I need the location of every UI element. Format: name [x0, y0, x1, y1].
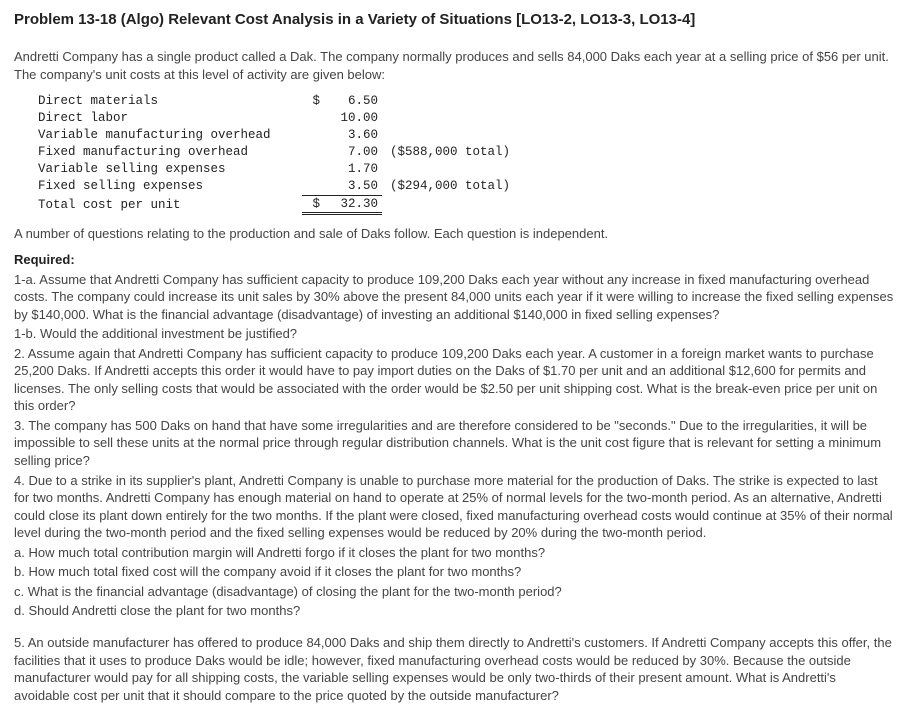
cost-label: Direct labor [34, 110, 302, 127]
cost-note [382, 93, 514, 110]
cost-note [382, 127, 514, 144]
question-4: 4. Due to a strike in its supplier's pla… [14, 472, 895, 542]
table-row: Direct materials $ 6.50 [34, 93, 514, 110]
cost-amount: 7.00 [324, 144, 382, 161]
dollar-sign [302, 110, 324, 127]
cost-note [382, 161, 514, 178]
cost-note: ($588,000 total) [382, 144, 514, 161]
total-label: Total cost per unit [34, 195, 302, 214]
dollar-sign: $ [302, 195, 324, 214]
required-label: Required: [14, 251, 895, 269]
table-row: Direct labor 10.00 [34, 110, 514, 127]
question-4c: c. What is the financial advantage (disa… [14, 583, 895, 601]
dollar-sign [302, 127, 324, 144]
cost-amount: 10.00 [324, 110, 382, 127]
table-row: Variable selling expenses 1.70 [34, 161, 514, 178]
table-row: Fixed selling expenses 3.50 ($294,000 to… [34, 178, 514, 195]
question-1b: 1-b. Would the additional investment be … [14, 325, 895, 343]
dollar-sign [302, 161, 324, 178]
cost-amount: 3.50 [324, 178, 382, 195]
table-row: Fixed manufacturing overhead 7.00 ($588,… [34, 144, 514, 161]
question-5: 5. An outside manufacturer has offered t… [14, 634, 895, 704]
question-4a: a. How much total contribution margin wi… [14, 544, 895, 562]
total-amount: 32.30 [324, 195, 382, 214]
table-total-row: Total cost per unit $ 32.30 [34, 195, 514, 214]
followup-text: A number of questions relating to the pr… [14, 225, 895, 243]
cost-amount: 3.60 [324, 127, 382, 144]
table-row: Variable manufacturing overhead 3.60 [34, 127, 514, 144]
question-1a: 1-a. Assume that Andretti Company has su… [14, 271, 895, 324]
intro-text: Andretti Company has a single product ca… [14, 48, 895, 83]
cost-label: Variable manufacturing overhead [34, 127, 302, 144]
cost-label: Fixed selling expenses [34, 178, 302, 195]
cost-label: Direct materials [34, 93, 302, 110]
dollar-sign: $ [302, 93, 324, 110]
unit-cost-table: Direct materials $ 6.50 Direct labor 10.… [34, 93, 514, 215]
question-4d: d. Should Andretti close the plant for t… [14, 602, 895, 620]
cost-label: Fixed manufacturing overhead [34, 144, 302, 161]
dollar-sign [302, 178, 324, 195]
cost-note: ($294,000 total) [382, 178, 514, 195]
question-2: 2. Assume again that Andretti Company ha… [14, 345, 895, 415]
cost-amount: 1.70 [324, 161, 382, 178]
dollar-sign [302, 144, 324, 161]
problem-title: Problem 13-18 (Algo) Relevant Cost Analy… [14, 10, 895, 30]
cost-amount: 6.50 [324, 93, 382, 110]
question-4b: b. How much total fixed cost will the co… [14, 563, 895, 581]
cost-label: Variable selling expenses [34, 161, 302, 178]
cost-note [382, 110, 514, 127]
question-3: 3. The company has 500 Daks on hand that… [14, 417, 895, 470]
